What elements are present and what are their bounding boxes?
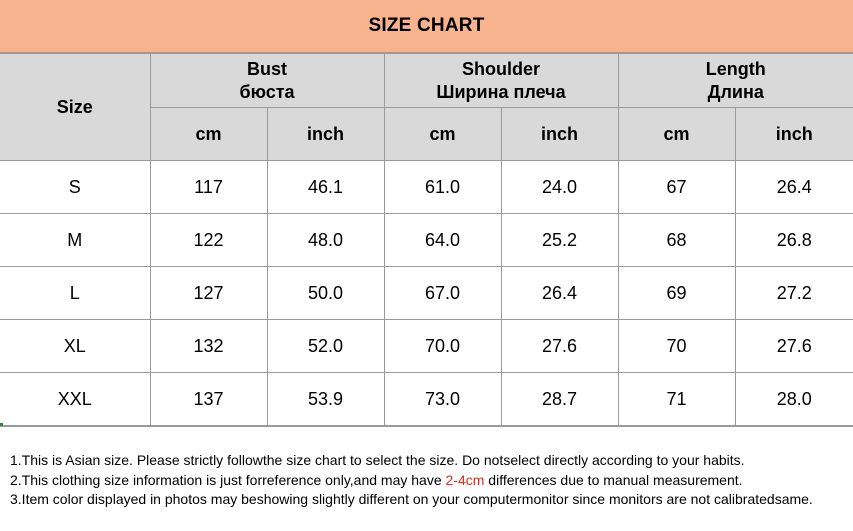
note-line-2: 2.This clothing size information is just… — [10, 471, 853, 491]
note-line-2-start: 2.This clothing size information is just… — [10, 471, 446, 488]
length-inch-cell: 26.4 — [734, 160, 853, 214]
size-notes: 1.This is Asian size. Please strictly fo… — [0, 426, 853, 531]
bust-cm-cell: 122 — [149, 213, 268, 267]
table-row: L 127 50.0 67.0 26.4 69 27.2 — [0, 266, 853, 320]
shoulder-inch-cell: 27.6 — [500, 319, 619, 373]
bust-inch-cell: 52.0 — [266, 319, 385, 373]
shoulder-column-header: Shoulder Ширина плеча — [383, 53, 619, 108]
bust-inch-cell: 48.0 — [266, 213, 385, 267]
size-chart-table: Size Bust бюста Shoulder Ширина плеча Le… — [0, 53, 853, 426]
size-column-header: Size — [0, 53, 151, 161]
shoulder-cm-cell: 64.0 — [383, 213, 502, 267]
table-row: M 122 48.0 64.0 25.2 68 26.8 — [0, 213, 853, 267]
length-inch-cell: 26.8 — [734, 213, 853, 267]
bust-inch-header: inch — [266, 107, 385, 161]
shoulder-inch-cell: 26.4 — [500, 266, 619, 320]
length-cm-cell: 69 — [617, 266, 736, 320]
shoulder-cm-cell: 70.0 — [383, 319, 502, 373]
bust-column-header: Bust бюста — [149, 53, 385, 108]
bust-inch-cell: 46.1 — [266, 160, 385, 214]
bust-inch-cell: 53.9 — [266, 372, 385, 426]
bust-inch-cell: 50.0 — [266, 266, 385, 320]
length-cm-cell: 67 — [617, 160, 736, 214]
length-cm-cell: 71 — [617, 372, 736, 426]
size-cell: XL — [0, 319, 151, 373]
shoulder-inch-cell: 25.2 — [500, 213, 619, 267]
length-label-en: Length — [705, 58, 766, 79]
length-cm-cell: 70 — [617, 319, 736, 373]
shoulder-cm-cell: 61.0 — [383, 160, 502, 214]
shoulder-cm-cell: 67.0 — [383, 266, 502, 320]
shoulder-cm-cell: 73.0 — [383, 372, 502, 426]
bust-cm-cell: 137 — [149, 372, 268, 426]
size-cell: L — [0, 266, 151, 320]
length-inch-header: inch — [734, 107, 853, 161]
length-cm-cell: 68 — [617, 213, 736, 267]
table-row: S 117 46.1 61.0 24.0 67 26.4 — [0, 160, 853, 214]
shoulder-inch-cell: 28.7 — [500, 372, 619, 426]
shoulder-inch-cell: 24.0 — [500, 160, 619, 214]
length-inch-cell: 27.2 — [734, 266, 853, 320]
shoulder-label-en: Shoulder — [462, 58, 541, 79]
size-cell: XXL — [0, 372, 151, 426]
table-row: XXL 137 53.9 73.0 28.7 71 28.0 — [0, 372, 853, 426]
shoulder-inch-header: inch — [500, 107, 619, 161]
size-chart-title: SIZE CHART — [0, 0, 853, 53]
length-cm-header: cm — [617, 107, 736, 161]
length-label-ru: Длина — [707, 81, 764, 102]
table-header: Size Bust бюста Shoulder Ширина плеча Le… — [0, 53, 853, 161]
bust-cm-cell: 127 — [149, 266, 268, 320]
length-column-header: Length Длина — [617, 53, 853, 108]
note-line-1: 1.This is Asian size. Please strictly fo… — [10, 452, 745, 468]
size-cell: S — [0, 160, 151, 214]
note-highlight: 2-4cm — [445, 471, 485, 488]
bust-label-ru: бюста — [239, 81, 295, 102]
note-line-2-end: differences due to manual measurement. — [484, 471, 743, 488]
length-inch-cell: 28.0 — [734, 372, 853, 426]
shoulder-label-ru: Ширина плеча — [436, 81, 566, 102]
bust-cm-header: cm — [150, 107, 268, 161]
length-inch-cell: 27.6 — [734, 319, 853, 373]
table-row: XL 132 52.0 70.0 27.6 70 27.6 — [0, 319, 853, 373]
bust-cm-cell: 117 — [149, 160, 268, 214]
bust-label-en: Bust — [247, 58, 287, 79]
shoulder-cm-header: cm — [383, 107, 502, 161]
note-line-3: 3.Item color displayed in photos may bes… — [10, 491, 813, 507]
corner-marker — [0, 423, 3, 426]
size-cell: M — [0, 213, 151, 267]
bust-cm-cell: 132 — [149, 319, 268, 373]
